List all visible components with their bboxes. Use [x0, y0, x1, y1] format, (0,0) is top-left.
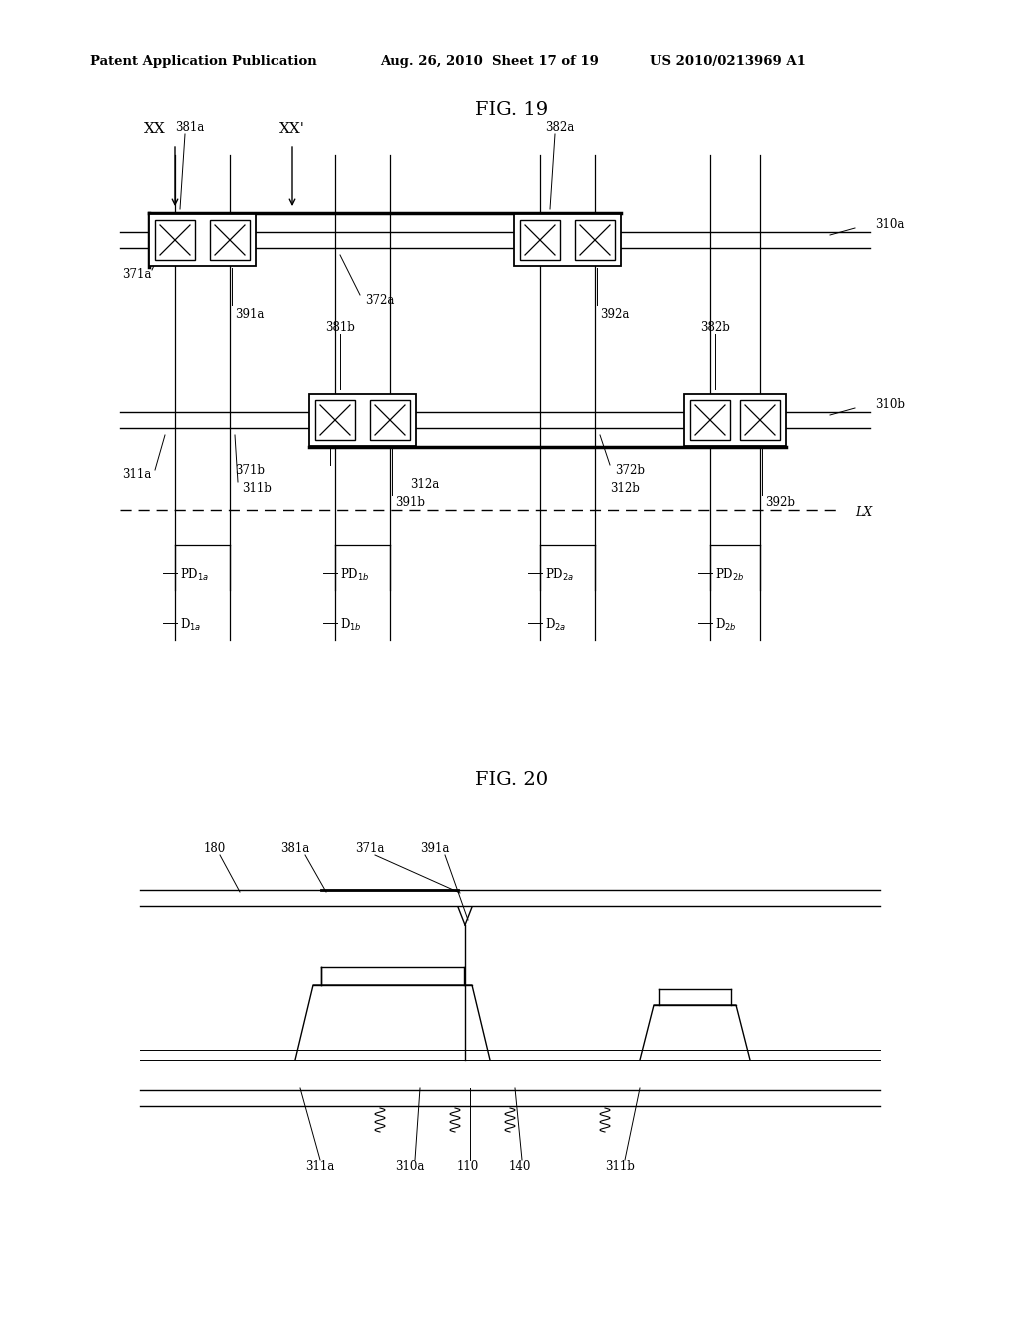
Text: 310a: 310a [874, 219, 904, 231]
Text: 371b: 371b [234, 463, 265, 477]
Text: 372b: 372b [615, 463, 645, 477]
Text: US 2010/0213969 A1: US 2010/0213969 A1 [650, 55, 806, 69]
Text: 140: 140 [509, 1160, 531, 1173]
Text: 382a: 382a [545, 121, 574, 135]
Text: 381b: 381b [325, 321, 355, 334]
Bar [155, 220, 195, 260]
Text: 311b: 311b [242, 482, 272, 495]
Text: XX: XX [144, 121, 166, 136]
Text: 312b: 312b [610, 482, 640, 495]
Text: 110: 110 [457, 1160, 479, 1173]
Text: D$_{2b}$: D$_{2b}$ [715, 616, 736, 634]
Text: 372a: 372a [365, 293, 394, 306]
Text: 310a: 310a [395, 1160, 425, 1173]
Bar [575, 220, 615, 260]
Text: PD$_{1b}$: PD$_{1b}$ [340, 568, 370, 583]
Bar [690, 400, 730, 440]
Text: 312a: 312a [410, 479, 439, 491]
Bar [514, 214, 621, 267]
Bar [309, 393, 416, 446]
Bar [210, 220, 250, 260]
Text: PD$_{2a}$: PD$_{2a}$ [545, 568, 574, 583]
Text: 392a: 392a [600, 309, 630, 322]
Bar [740, 400, 780, 440]
Text: 381a: 381a [175, 121, 204, 135]
Text: 311a: 311a [305, 1160, 335, 1173]
Text: 371a: 371a [122, 268, 152, 281]
Text: XX': XX' [280, 121, 305, 136]
Bar [684, 393, 786, 446]
Bar [315, 400, 355, 440]
Text: 391a: 391a [234, 309, 264, 322]
Bar [150, 214, 256, 267]
Text: 371a: 371a [355, 842, 385, 855]
Text: Patent Application Publication: Patent Application Publication [90, 55, 316, 69]
Text: D$_{1a}$: D$_{1a}$ [180, 616, 202, 634]
Bar [520, 220, 560, 260]
Text: 392b: 392b [765, 495, 795, 508]
Text: FIG. 19: FIG. 19 [475, 102, 549, 119]
Text: 381a: 381a [281, 842, 309, 855]
Text: 391b: 391b [395, 495, 425, 508]
Text: PD$_{2b}$: PD$_{2b}$ [715, 568, 744, 583]
Text: 311b: 311b [605, 1160, 635, 1173]
Text: Aug. 26, 2010  Sheet 17 of 19: Aug. 26, 2010 Sheet 17 of 19 [380, 55, 599, 69]
Text: D$_{2a}$: D$_{2a}$ [545, 616, 566, 634]
Text: FIG. 20: FIG. 20 [475, 771, 549, 789]
Text: PD$_{1a}$: PD$_{1a}$ [180, 568, 209, 583]
Text: D$_{1b}$: D$_{1b}$ [340, 616, 361, 634]
Text: 310b: 310b [874, 399, 905, 412]
Text: 180: 180 [204, 842, 226, 855]
Text: LX: LX [855, 507, 872, 520]
Bar [370, 400, 410, 440]
Text: 391a: 391a [420, 842, 450, 855]
Text: 382b: 382b [700, 321, 730, 334]
Text: 311a: 311a [122, 469, 152, 482]
